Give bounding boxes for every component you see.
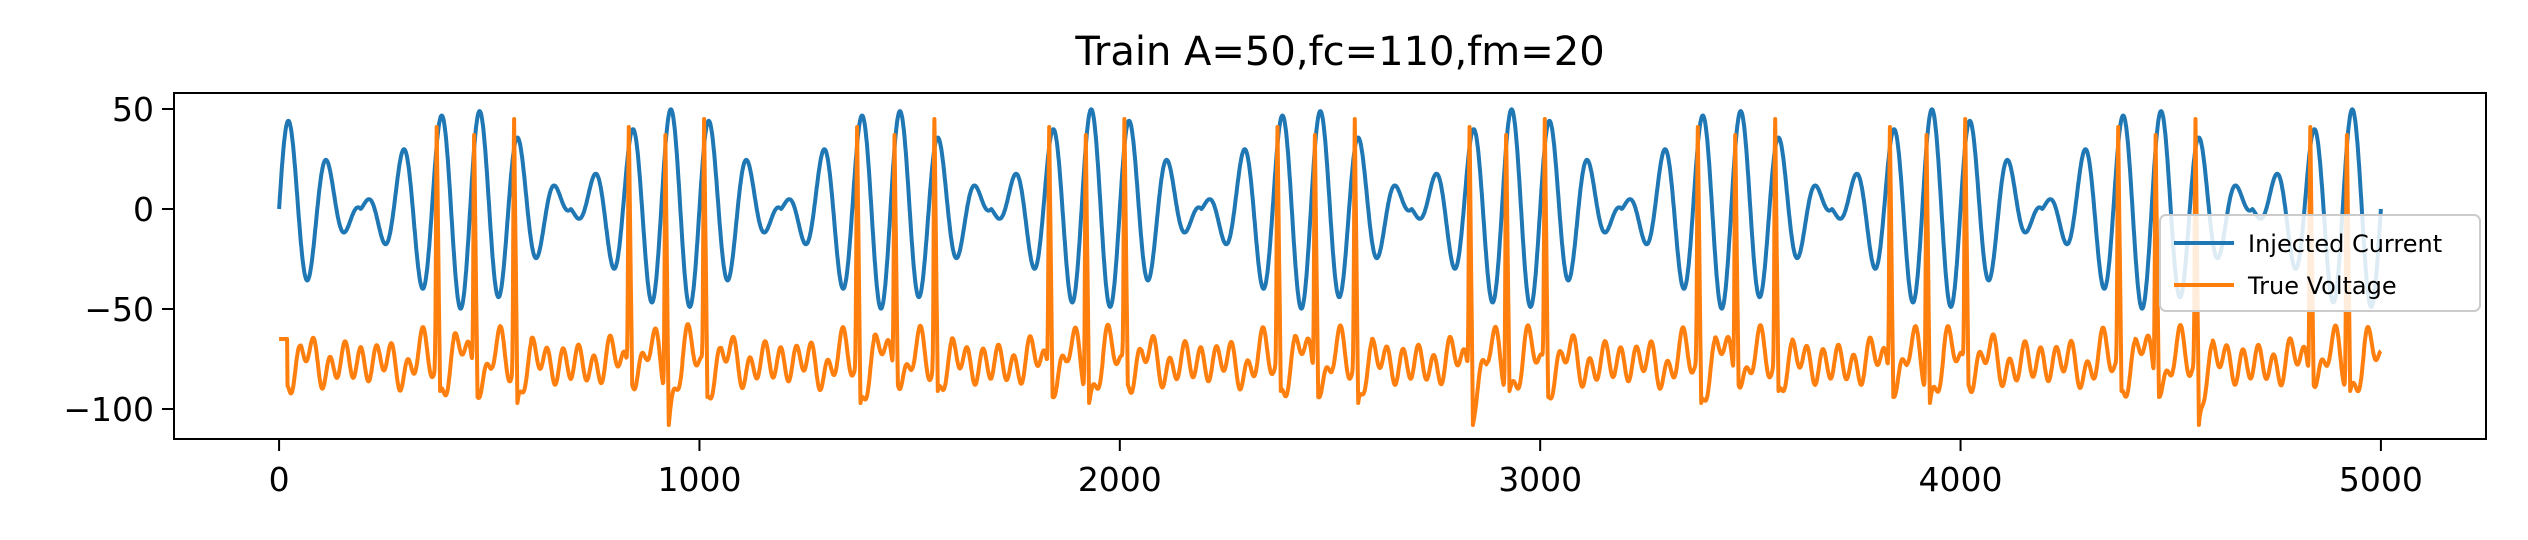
legend-frame [2159, 214, 2481, 312]
legend: Injected Current True Voltage [2159, 214, 2481, 312]
y-axis: 50 0 −50 −100 [63, 90, 174, 429]
y-tick-label: −50 [84, 290, 154, 329]
series-line-true-voltage [277, 117, 2383, 427]
x-tick-label: 5000 [2339, 460, 2423, 499]
series-line-injected-current [277, 107, 2383, 311]
y-tick-label: 0 [133, 190, 154, 229]
x-tick-label: 4000 [1919, 460, 2003, 499]
x-tick-label: 3000 [1498, 460, 1582, 499]
legend-label-true-voltage: True Voltage [2247, 272, 2397, 300]
x-tick-label: 2000 [1078, 460, 1162, 499]
y-tick-label: 50 [112, 90, 154, 129]
legend-label-injected-current: Injected Current [2248, 230, 2442, 258]
x-tick-label: 1000 [657, 460, 741, 499]
plot-area [173, 92, 2487, 440]
series-layer [277, 107, 2383, 427]
y-tick-label: −100 [63, 390, 154, 429]
plot-frame [173, 92, 2487, 440]
chart-title: Train A=50,fc=110,fm=20 [1074, 29, 1604, 75]
x-axis: 0 1000 2000 3000 4000 5000 [269, 439, 2423, 499]
x-tick-label: 0 [269, 460, 290, 499]
